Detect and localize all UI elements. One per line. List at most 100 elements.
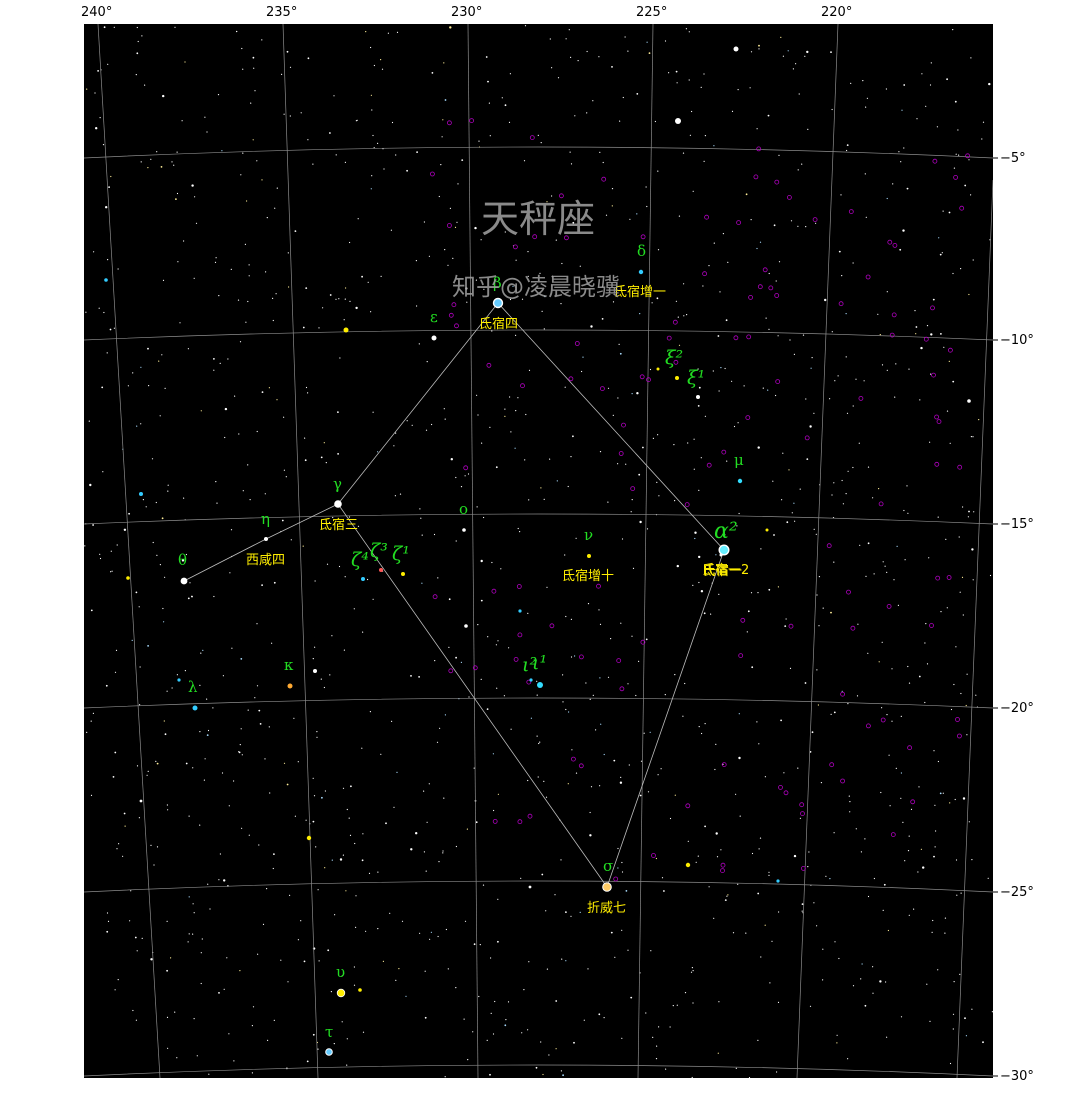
background-star bbox=[345, 890, 346, 891]
background-star bbox=[515, 335, 516, 336]
background-star bbox=[164, 720, 165, 721]
background-star bbox=[916, 118, 917, 119]
background-star bbox=[478, 141, 479, 142]
background-star bbox=[192, 596, 193, 597]
background-star bbox=[675, 795, 676, 796]
background-star bbox=[373, 599, 374, 600]
background-star bbox=[611, 932, 613, 934]
background-star bbox=[778, 335, 779, 336]
background-star bbox=[397, 32, 398, 33]
background-star bbox=[570, 916, 571, 917]
background-star bbox=[253, 139, 254, 140]
background-star bbox=[304, 438, 305, 439]
background-star bbox=[157, 846, 158, 847]
background-star bbox=[710, 614, 711, 615]
background-star bbox=[431, 424, 432, 425]
background-star bbox=[452, 258, 453, 259]
background-star bbox=[391, 721, 392, 722]
background-star bbox=[117, 544, 118, 545]
background-star bbox=[981, 138, 982, 139]
background-star bbox=[861, 851, 862, 852]
background-star bbox=[370, 47, 371, 48]
background-star bbox=[937, 126, 938, 127]
background-star bbox=[305, 287, 307, 289]
background-star bbox=[508, 647, 509, 648]
background-star bbox=[570, 456, 571, 457]
background-star bbox=[568, 486, 569, 487]
background-star bbox=[781, 499, 782, 500]
background-star bbox=[108, 921, 109, 922]
background-star bbox=[536, 1067, 538, 1069]
background-star bbox=[391, 230, 392, 231]
background-star bbox=[955, 646, 956, 647]
background-star bbox=[705, 416, 706, 417]
background-star bbox=[694, 439, 695, 440]
background-star bbox=[165, 733, 167, 735]
background-star bbox=[768, 115, 770, 117]
background-star bbox=[673, 1005, 674, 1006]
background-star bbox=[611, 66, 613, 68]
background-star bbox=[790, 668, 791, 669]
background-star bbox=[243, 490, 244, 491]
background-star bbox=[824, 299, 826, 301]
background-star bbox=[365, 31, 366, 32]
background-star bbox=[982, 1041, 984, 1043]
background-star bbox=[520, 878, 521, 879]
background-star bbox=[445, 99, 447, 101]
background-star bbox=[692, 967, 693, 968]
background-star bbox=[926, 984, 927, 985]
background-star bbox=[262, 391, 264, 393]
background-star bbox=[935, 830, 936, 831]
background-star bbox=[911, 809, 912, 810]
background-star bbox=[744, 385, 745, 386]
cn-label-alpha1: 氐宿一2 bbox=[702, 562, 749, 578]
background-star bbox=[898, 605, 899, 606]
background-star bbox=[229, 572, 230, 573]
star-nu bbox=[587, 554, 591, 558]
background-star bbox=[617, 848, 618, 849]
background-star bbox=[955, 799, 956, 800]
background-star bbox=[487, 1040, 488, 1041]
background-star bbox=[99, 308, 100, 309]
background-star bbox=[327, 949, 329, 951]
background-star bbox=[192, 767, 193, 768]
background-star bbox=[925, 623, 926, 624]
background-star bbox=[988, 83, 990, 85]
background-star bbox=[683, 283, 684, 284]
background-star bbox=[768, 875, 769, 876]
background-star bbox=[253, 57, 255, 59]
background-star bbox=[720, 849, 721, 850]
background-star bbox=[423, 791, 424, 792]
background-star bbox=[287, 981, 288, 982]
background-star bbox=[716, 832, 718, 834]
background-star bbox=[438, 936, 439, 937]
background-star bbox=[86, 732, 87, 733]
background-star bbox=[99, 554, 100, 555]
background-star bbox=[830, 612, 832, 614]
background-star bbox=[464, 1019, 465, 1020]
background-star bbox=[568, 711, 569, 712]
background-star bbox=[343, 855, 344, 856]
background-star bbox=[191, 184, 193, 186]
background-star bbox=[445, 714, 446, 715]
background-star bbox=[658, 774, 659, 775]
background-star bbox=[645, 1012, 646, 1013]
background-star bbox=[683, 153, 684, 154]
background-star bbox=[756, 721, 757, 722]
background-star bbox=[276, 293, 277, 294]
background-star bbox=[968, 516, 969, 517]
background-star bbox=[538, 776, 539, 777]
background-star bbox=[490, 135, 491, 136]
background-star bbox=[758, 446, 760, 448]
background-star bbox=[701, 457, 702, 458]
background-star bbox=[565, 960, 566, 961]
background-star bbox=[321, 797, 323, 799]
background-star bbox=[196, 223, 197, 224]
background-star bbox=[265, 271, 266, 272]
background-star bbox=[508, 1001, 509, 1002]
background-star bbox=[258, 710, 260, 712]
background-star bbox=[367, 579, 368, 580]
background-star bbox=[838, 375, 839, 376]
background-star bbox=[709, 886, 710, 887]
background-star bbox=[505, 1019, 506, 1020]
